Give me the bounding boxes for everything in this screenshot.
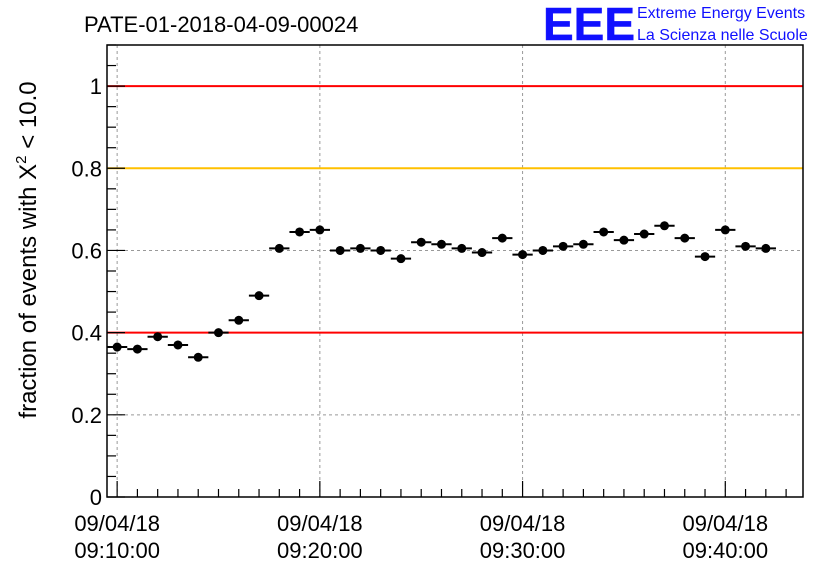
data-marker — [518, 250, 528, 260]
data-marker — [558, 241, 568, 251]
y-tick-label: 1 — [90, 74, 102, 99]
y-tick-label: 0 — [90, 485, 102, 510]
data-marker — [416, 237, 426, 247]
data-marker — [457, 243, 467, 253]
data-marker — [659, 221, 669, 231]
data-point — [107, 342, 128, 352]
y-tick-label: 0.2 — [71, 403, 102, 428]
data-marker — [761, 243, 771, 253]
eee-logo: EEE Extreme Energy Events La Scienza nel… — [543, 0, 808, 50]
data-point — [228, 315, 249, 325]
data-marker — [254, 291, 264, 301]
logo-line-2: La Scienza nelle Scuole — [637, 27, 808, 44]
data-point — [573, 239, 594, 249]
data-point — [248, 291, 270, 301]
x-tick-time-label: 09:20:00 — [277, 538, 363, 563]
x-tick-date-label: 09/04/18 — [480, 511, 566, 536]
data-point — [471, 248, 493, 258]
data-marker — [599, 227, 609, 237]
data-marker — [538, 245, 548, 255]
data-point — [309, 225, 330, 235]
y-axis-label-suffix: < 10.0 — [15, 81, 42, 155]
data-point — [552, 241, 574, 251]
data-marker — [274, 243, 284, 253]
data-marker — [741, 241, 751, 251]
grid — [107, 45, 803, 497]
data-point — [715, 225, 736, 235]
data-marker — [132, 344, 142, 354]
data-marker — [477, 248, 487, 258]
chart-title: PATE-01-2018-04-09-00024 — [84, 12, 358, 37]
x-tick-date-label: 09/04/18 — [277, 511, 363, 536]
data-point — [431, 239, 452, 249]
data-marker — [497, 233, 507, 243]
y-tick-label: 0.4 — [71, 321, 102, 346]
data-point — [370, 245, 391, 255]
data-point — [674, 233, 695, 243]
data-point — [269, 243, 290, 253]
data-marker — [436, 239, 446, 249]
data-marker — [213, 328, 223, 338]
x-tick-time-label: 09:10:00 — [74, 538, 160, 563]
data-marker — [173, 340, 183, 350]
data-point — [654, 221, 675, 231]
y-axis-label: fraction of events with X2 < 10.0 — [13, 81, 42, 418]
data-marker — [700, 252, 710, 262]
data-marker — [112, 342, 122, 352]
data-point — [634, 229, 655, 239]
data-marker — [295, 227, 305, 237]
data-point — [593, 227, 614, 237]
data-point — [167, 340, 189, 350]
data-point — [127, 344, 148, 354]
data-marker — [396, 254, 406, 264]
reference-lines — [107, 85, 803, 334]
data-marker — [639, 229, 649, 239]
data-marker — [619, 235, 629, 245]
data-point — [532, 245, 553, 255]
data-point — [451, 243, 472, 253]
y-axis: 0 0.2 0.4 0.6 0.8 1 — [71, 44, 125, 510]
y-tick-label: 0.6 — [71, 238, 102, 263]
data-marker — [720, 225, 730, 235]
data-point — [188, 352, 209, 362]
data-points — [107, 221, 776, 362]
x-axis: 09/04/1809:10:0009/04/1809:20:0009/04/18… — [74, 481, 787, 563]
y-axis-label-prefix: fraction of events with X — [15, 164, 42, 419]
data-point — [289, 227, 310, 237]
data-marker — [193, 352, 203, 362]
data-marker — [315, 225, 325, 235]
x-tick-date-label: 09/04/18 — [682, 511, 768, 536]
data-marker — [355, 243, 365, 253]
data-point — [613, 235, 635, 245]
data-marker — [578, 239, 588, 249]
data-marker — [376, 245, 386, 255]
data-marker — [680, 233, 690, 243]
data-marker — [335, 245, 345, 255]
data-point — [208, 328, 229, 338]
logo-mark: EEE — [543, 0, 635, 50]
data-point — [350, 243, 371, 253]
y-tick-label: 0.8 — [71, 156, 102, 181]
data-point — [735, 241, 756, 251]
data-marker — [234, 315, 244, 325]
data-point — [390, 254, 412, 264]
data-point — [755, 243, 776, 253]
data-marker — [153, 332, 163, 342]
data-point — [512, 250, 533, 260]
x-tick-time-label: 09:30:00 — [480, 538, 566, 563]
data-point — [329, 245, 351, 255]
data-point — [411, 237, 432, 247]
x-tick-date-label: 09/04/18 — [74, 511, 160, 536]
y-axis-label-sup: 2 — [13, 155, 30, 163]
data-point — [492, 233, 513, 243]
x-tick-time-label: 09:40:00 — [682, 538, 768, 563]
plot-frame — [106, 44, 804, 498]
logo-line-1: Extreme Energy Events — [637, 5, 805, 22]
data-point — [694, 252, 716, 262]
data-point — [147, 332, 168, 342]
